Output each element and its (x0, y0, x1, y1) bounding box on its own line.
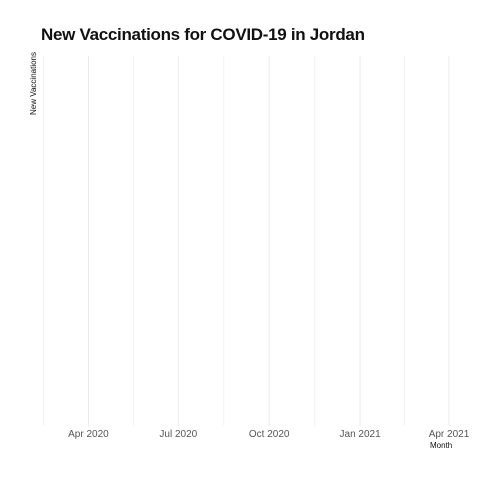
major-gridlines (87, 56, 450, 426)
x-axis-title: Month (430, 441, 452, 450)
x-axis-tick-labels: Apr 2020 Jul 2020 Oct 2020 Jan 2021 Apr 2021 (68, 429, 470, 440)
y-axis-title: New Vaccinations (29, 52, 38, 115)
x-tick-label: Jan 2021 (340, 429, 382, 440)
x-tick-label: Jul 2020 (159, 429, 197, 440)
x-tick-label: Oct 2020 (249, 429, 290, 440)
chart-title: New Vaccinations for COVID-19 in Jordan (41, 25, 365, 44)
x-tick-label: Apr 2020 (68, 429, 109, 440)
x-tick-label: Apr 2021 (429, 429, 470, 440)
minor-gridlines (42, 56, 406, 426)
